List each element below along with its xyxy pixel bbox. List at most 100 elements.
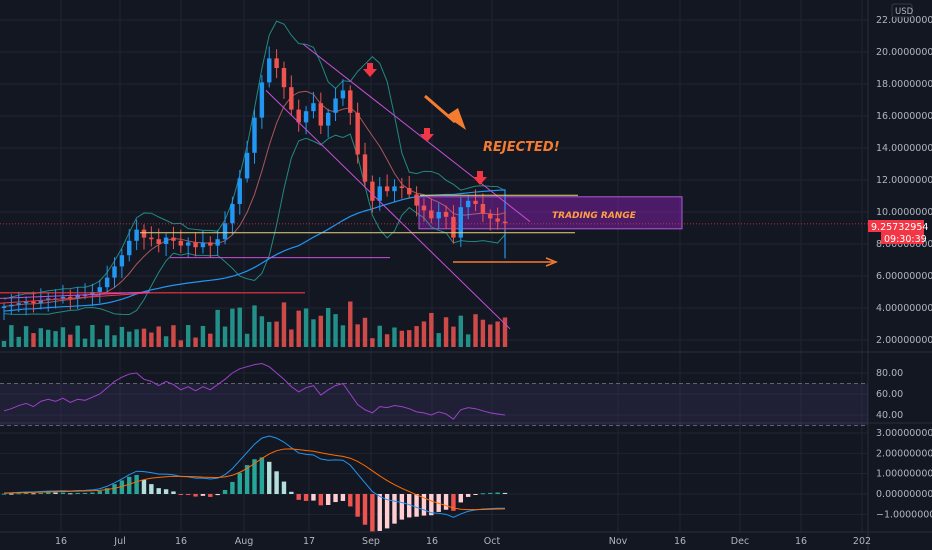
pink-trend-line[interactable] [0,291,151,299]
rejected-annotation[interactable]: REJECTED! [483,140,560,155]
macd-histogram-bar [429,494,434,516]
candle-body[interactable] [215,239,220,246]
candle-body[interactable] [185,242,191,246]
volume-bar [465,334,471,347]
candle-body[interactable] [171,237,176,241]
red-down-arrow[interactable] [420,128,434,142]
candle-body[interactable] [289,87,294,110]
candle-body[interactable] [16,303,21,305]
candle-body[interactable] [23,301,29,304]
candle-body[interactable] [134,229,139,241]
candle-body[interactable] [259,82,265,118]
candle-body[interactable] [384,186,390,192]
price-axis[interactable]: 22.00000000 20.00000000 18.00000000 16.0000… [876,15,932,346]
candle-body[interactable] [296,109,301,123]
macd-pane[interactable]: 3.00000000 2.00000000 1.00000000 0.00000000… [1,428,932,532]
candle-body[interactable] [127,240,132,256]
candle-body[interactable] [311,103,316,112]
candle-body[interactable] [38,300,44,304]
candle-body[interactable] [252,117,257,153]
channel-upper-line[interactable] [302,43,531,222]
macd-histogram-bar [362,494,368,525]
candle-body[interactable] [244,152,250,179]
candle-body[interactable] [465,200,471,208]
candle-body[interactable] [1,306,7,308]
volume-bar [82,338,88,347]
usd-badge[interactable]: USD [891,3,914,18]
candle-body[interactable] [436,212,441,219]
drawings-front[interactable] [0,43,868,330]
candle-body[interactable] [318,103,324,126]
candles[interactable] [1,46,508,320]
candle-body[interactable] [119,255,125,267]
candle-body[interactable] [451,216,456,238]
candle-body[interactable] [443,212,449,217]
candle-body[interactable] [421,205,427,211]
macd-line[interactable] [3,435,505,518]
candle-body[interactable] [178,240,184,246]
candle-body[interactable] [267,58,272,83]
candle-body[interactable] [325,112,331,126]
candle-body[interactable] [60,296,66,299]
candle-body[interactable] [370,181,375,201]
macd-histogram-bar [112,484,117,494]
candle-body[interactable] [31,301,36,304]
candle-body[interactable] [480,204,486,214]
candle-body[interactable] [399,186,405,188]
candle-body[interactable] [82,295,88,297]
candle-body[interactable] [488,213,493,219]
rsi-pane[interactable]: 80.00 60.00 40.00 [0,363,903,426]
candle-body[interactable] [156,239,161,244]
candle-body[interactable] [163,237,169,244]
candle-body[interactable] [303,111,309,123]
candle-body[interactable] [237,178,242,204]
candle-body[interactable] [230,204,235,224]
macd-histogram-bar [45,492,51,494]
red-trend-line[interactable] [0,292,151,304]
signal-line[interactable] [3,448,506,511]
time-axis[interactable]: 16 Jul 16 Aug 17 Sep 16 Oct Nov 16 Dec 16 202 [55,536,871,547]
candle-body[interactable] [414,194,419,206]
candle-body[interactable] [429,210,434,219]
candle-body[interactable] [90,292,95,296]
candle-body[interactable] [75,295,80,299]
volume-bar [230,308,235,347]
macd-histogram-bar [318,494,324,506]
candle-body[interactable] [141,229,147,238]
trading-range-label[interactable]: TRADING RANGE [552,211,637,221]
candle-body[interactable] [149,237,154,240]
candle-body[interactable] [112,266,117,278]
red-down-arrow[interactable] [363,63,377,77]
channel-lower-line[interactable] [265,90,511,330]
candle-body[interactable] [200,242,206,248]
candle-body[interactable] [222,223,228,240]
macd-histogram-bar [97,491,102,494]
candle-body[interactable] [9,304,14,307]
candle-body[interactable] [104,277,110,288]
candle-body[interactable] [97,287,102,292]
rsi-line[interactable] [3,363,506,420]
candle-body[interactable] [355,112,360,155]
candle-body[interactable] [274,58,279,68]
candle-body[interactable] [45,298,51,300]
candle-body[interactable] [392,186,397,192]
macd-histogram-bar [303,494,309,501]
price-tick-label: 6.00000000 [876,271,932,282]
candle-body[interactable] [281,68,287,88]
candle-body[interactable] [348,90,353,113]
candle-body[interactable] [340,90,346,99]
candle-body[interactable] [68,296,73,299]
candle-body[interactable] [193,242,198,248]
candle-body[interactable] [407,188,412,195]
candle-body[interactable] [333,98,338,113]
candle-body[interactable] [377,186,382,201]
candle-body[interactable] [502,221,508,224]
red-down-arrow[interactable] [473,171,487,185]
candle-body[interactable] [362,154,368,182]
candle-body[interactable] [208,242,213,246]
time-tick-label: 16 [795,536,807,547]
candle-body[interactable] [473,200,478,204]
candle-body[interactable] [495,218,500,222]
candle-body[interactable] [458,207,464,238]
